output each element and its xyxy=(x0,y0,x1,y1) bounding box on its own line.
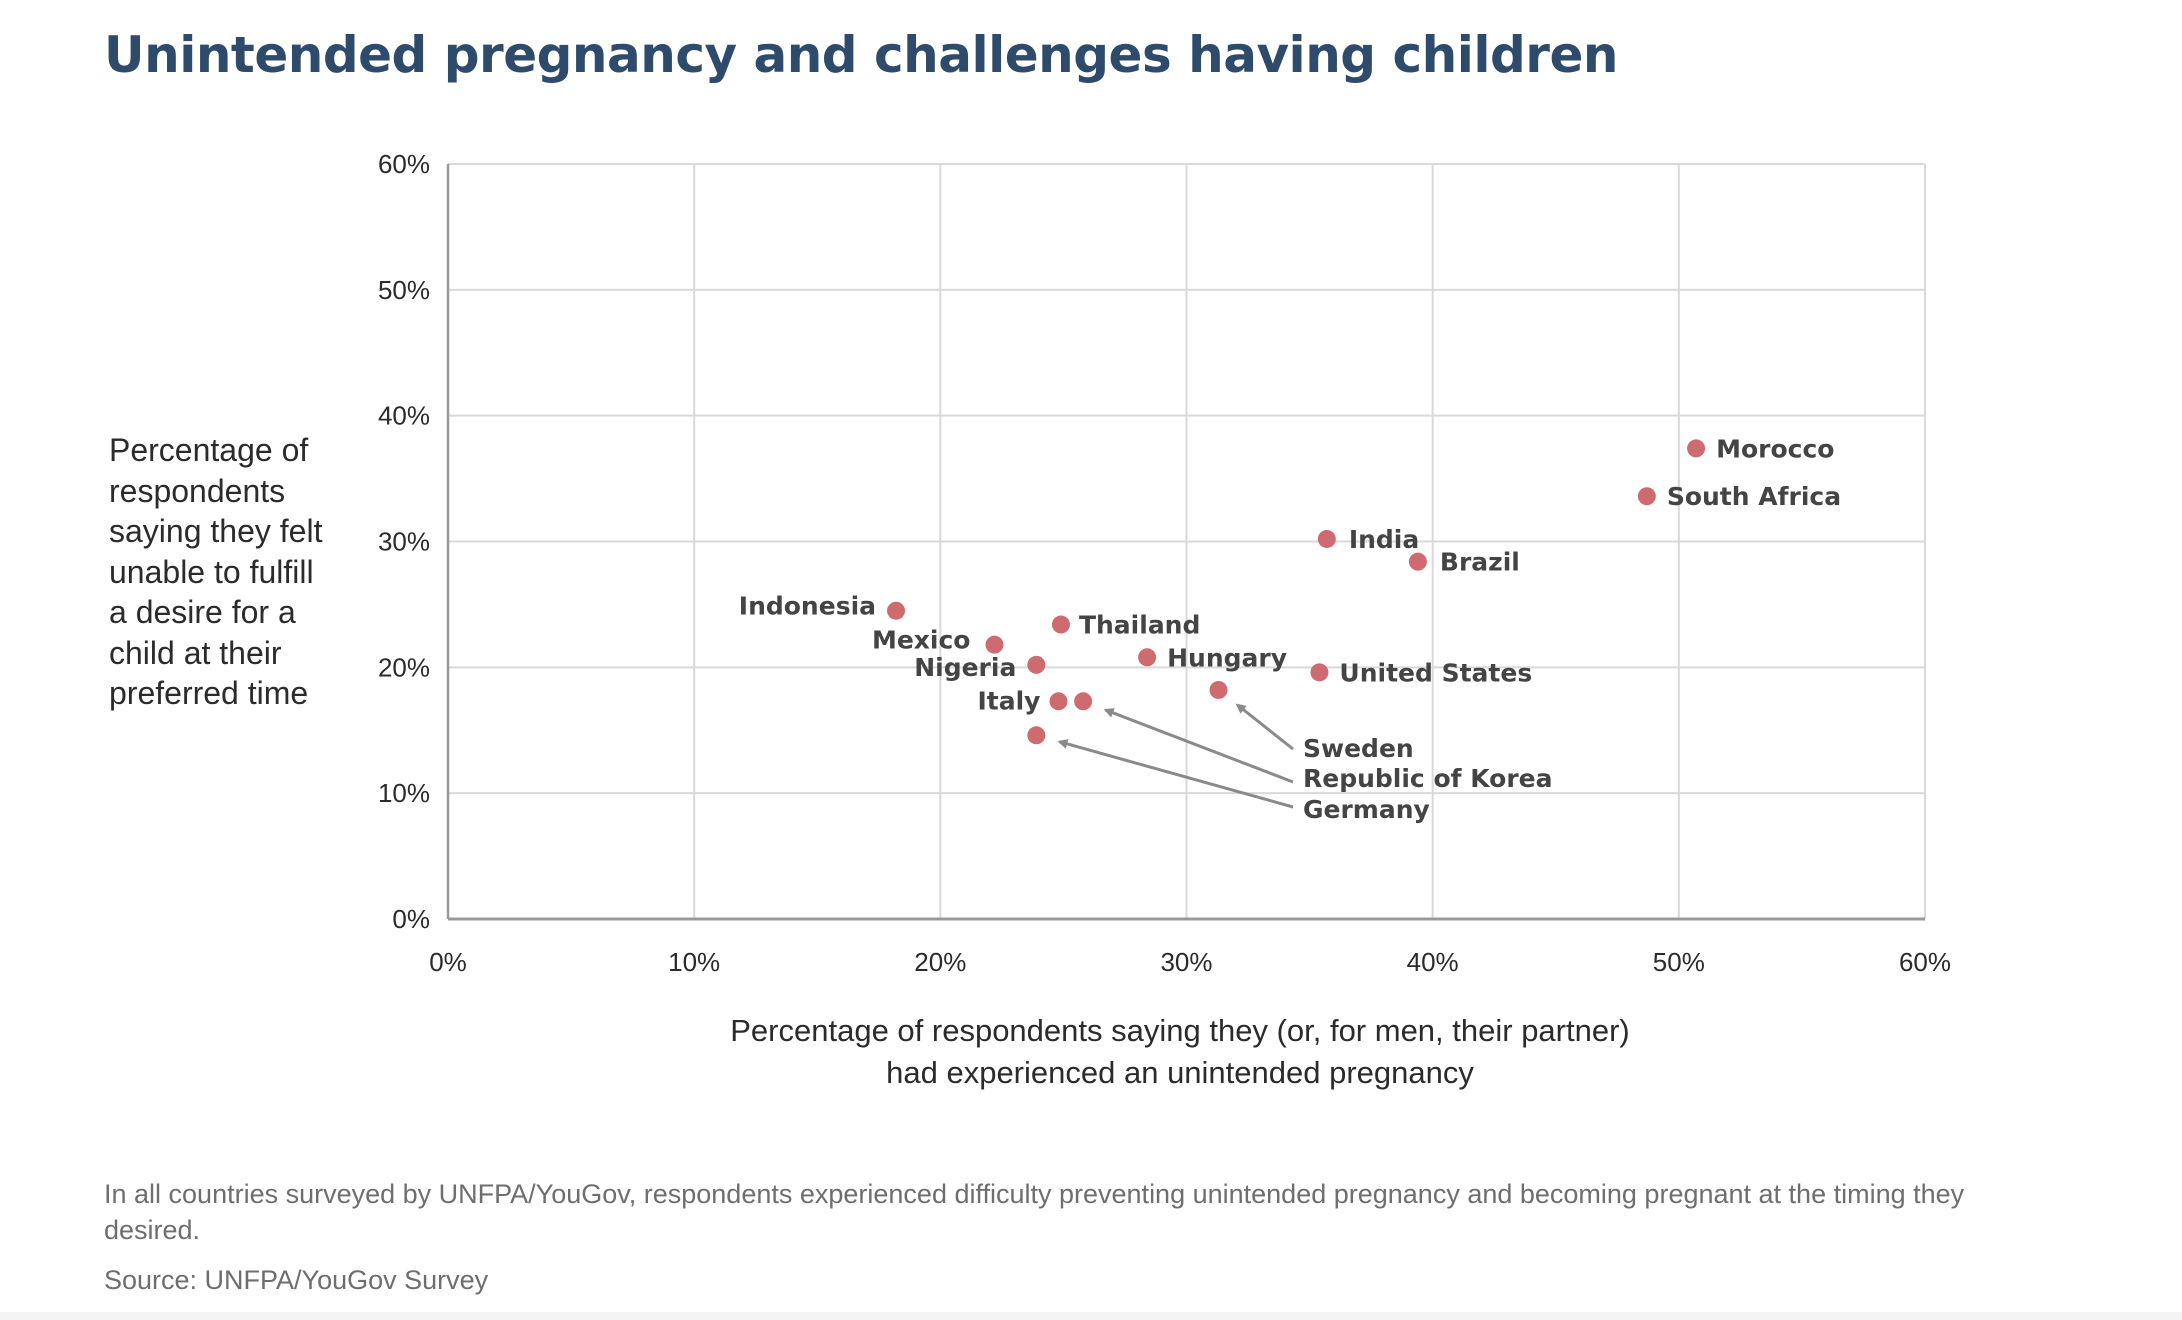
chart-caption: In all countries surveyed by UNFPA/YouGo… xyxy=(104,1179,1965,1245)
point-label: Morocco xyxy=(1716,434,1834,463)
y-tick-label: 30% xyxy=(378,527,430,557)
x-axis-title-line: Percentage of respondents saying they (o… xyxy=(730,1013,1630,1048)
axes xyxy=(446,164,1925,921)
point-label: India xyxy=(1349,525,1419,554)
y-axis-title-line: respondents xyxy=(109,472,286,509)
data-point xyxy=(985,635,1004,654)
x-tick-label: 20% xyxy=(914,947,966,977)
y-tick-label: 20% xyxy=(378,652,430,682)
callout-arrow xyxy=(1057,739,1294,809)
x-tick-label: 0% xyxy=(429,947,467,977)
x-tick-label: 60% xyxy=(1899,947,1951,977)
chart-title: Unintended pregnancy and challenges havi… xyxy=(104,26,1618,84)
data-point xyxy=(1074,692,1093,711)
data-points xyxy=(887,439,1706,745)
point-label: Indonesia xyxy=(739,592,876,621)
point-label: Mexico xyxy=(872,626,971,655)
page-bottom-band xyxy=(0,1312,2182,1320)
y-tick-label: 0% xyxy=(392,904,430,934)
x-tick-label: 30% xyxy=(1160,947,1212,977)
callout-arrow xyxy=(1235,703,1294,751)
point-label: Brazil xyxy=(1440,548,1520,577)
x-axis-title-line: had experienced an unintended pregnancy xyxy=(886,1055,1474,1090)
point-label: Hungary xyxy=(1167,643,1287,672)
x-axis-title: Percentage of respondents saying they (o… xyxy=(580,1010,1780,1094)
data-point xyxy=(1310,663,1329,682)
x-tick-label: 10% xyxy=(668,947,720,977)
data-point xyxy=(1209,680,1228,699)
data-point xyxy=(1138,648,1157,667)
callout-arrows xyxy=(1057,703,1294,809)
x-tick-label: 50% xyxy=(1653,947,1705,977)
data-point xyxy=(1027,655,1046,674)
data-point xyxy=(1317,529,1336,548)
data-point xyxy=(1049,692,1068,711)
data-point xyxy=(1408,552,1427,571)
grid-lines xyxy=(448,163,1926,919)
point-label: Germany xyxy=(1303,795,1430,824)
y-axis-title-line: child at their xyxy=(109,634,282,671)
x-tick-label: 40% xyxy=(1407,947,1459,977)
callout-arrow xyxy=(1103,708,1294,784)
point-label: South Africa xyxy=(1667,482,1841,511)
data-point xyxy=(1687,439,1706,458)
data-point xyxy=(1637,487,1656,506)
point-label: Sweden xyxy=(1303,734,1414,763)
point-labels: Morocco South Africa India Brazil Indonesia T… xyxy=(739,434,1841,824)
y-axis-title-line: Percentage of xyxy=(109,432,309,468)
data-point xyxy=(1027,726,1046,745)
chart-source: Source: UNFPA/YouGov Survey xyxy=(104,1265,489,1295)
y-axis-title-line: preferred time xyxy=(109,675,309,711)
y-tick-label: 60% xyxy=(378,149,430,179)
y-tick-label: 10% xyxy=(378,778,430,808)
y-axis-title-line: a desire for a xyxy=(109,594,296,630)
point-label: Italy xyxy=(977,686,1040,715)
y-axis-title-line: unable to fulfill xyxy=(109,553,314,590)
point-label: United States xyxy=(1339,658,1532,687)
data-point xyxy=(887,601,906,620)
point-label: Republic of Korea xyxy=(1303,764,1552,793)
y-tick-label: 40% xyxy=(378,401,430,431)
y-tick-label: 50% xyxy=(378,275,430,305)
data-point xyxy=(1051,615,1070,634)
y-axis-title: Percentage of respondents saying they fe… xyxy=(109,430,339,714)
y-axis-title-line: saying they felt xyxy=(109,513,323,549)
tick-labels: 0% 10% 20% 30% 40% 50% 60% 0% 10% 20% 30% 40% 50% 60% xyxy=(378,149,1951,977)
point-label: Nigeria xyxy=(914,653,1016,682)
point-label: Thailand xyxy=(1079,611,1200,640)
